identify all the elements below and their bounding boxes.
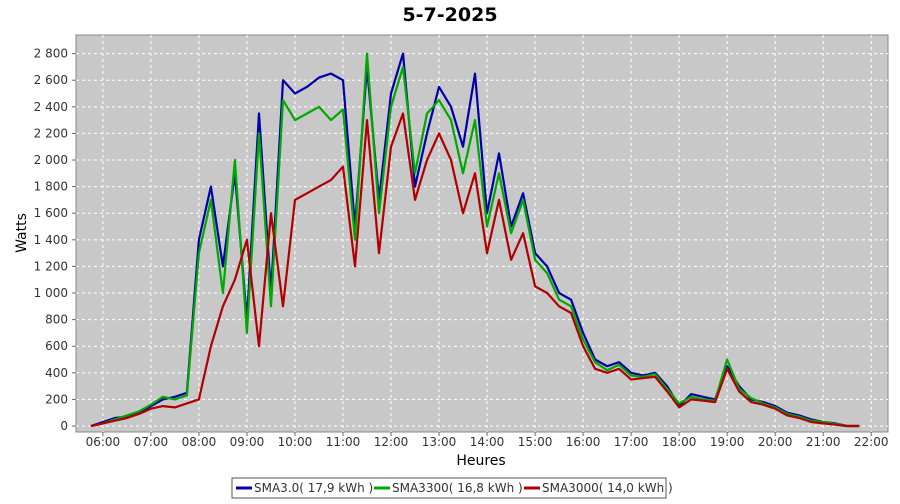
x-tick-label: 11:00 [326, 435, 361, 449]
x-tick-label: 15:00 [518, 435, 553, 449]
y-tick-label: 1 400 [34, 233, 68, 247]
x-tick-label: 12:00 [374, 435, 409, 449]
x-axis-label: Heures [456, 453, 505, 469]
y-tick-label: 1 200 [34, 259, 68, 273]
x-tick-label: 10:00 [278, 435, 313, 449]
x-tick-label: 18:00 [662, 435, 697, 449]
x-tick-label: 22:00 [854, 435, 889, 449]
y-tick-label: 1 800 [34, 180, 68, 194]
x-tick-label: 06:00 [86, 435, 121, 449]
x-tick-label: 19:00 [710, 435, 745, 449]
legend-label: SMA3.0( 17,9 kWh ) [254, 481, 373, 495]
x-tick-label: 07:00 [134, 435, 169, 449]
y-tick-label: 1 600 [34, 206, 68, 220]
x-tick-label: 09:00 [230, 435, 265, 449]
y-tick-label: 2 000 [34, 153, 68, 167]
y-axis-label: Watts [14, 213, 30, 253]
x-tick-label: 08:00 [182, 435, 217, 449]
x-tick-label: 16:00 [566, 435, 601, 449]
x-tick-label: 21:00 [806, 435, 841, 449]
y-tick-label: 2 200 [34, 126, 68, 140]
plot-area [75, 34, 889, 433]
x-tick-label: 20:00 [758, 435, 793, 449]
legend [231, 477, 667, 499]
y-tick-label: 2 600 [34, 73, 68, 87]
y-tick-label: 400 [45, 366, 68, 380]
y-tick-label: 1 000 [34, 286, 68, 300]
x-tick-label: 14:00 [470, 435, 505, 449]
series-line [90, 112, 860, 428]
legend-label: SMA3000( 14,0 kWh ) [542, 481, 673, 495]
y-tick-label: 2 800 [34, 47, 68, 61]
y-tick-label: 2 400 [34, 100, 68, 114]
chart-title: 5-7-2025 [402, 4, 497, 26]
series-line [90, 52, 860, 428]
legend-label: SMA3300( 16,8 kWh ) [392, 481, 523, 495]
y-tick-label: 600 [45, 339, 68, 353]
x-tick-label: 13:00 [422, 435, 457, 449]
y-tick-label: 0 [60, 419, 68, 433]
series-line [90, 52, 860, 428]
y-tick-label: 200 [45, 392, 68, 406]
x-tick-label: 17:00 [614, 435, 649, 449]
y-tick-label: 800 [45, 313, 68, 327]
